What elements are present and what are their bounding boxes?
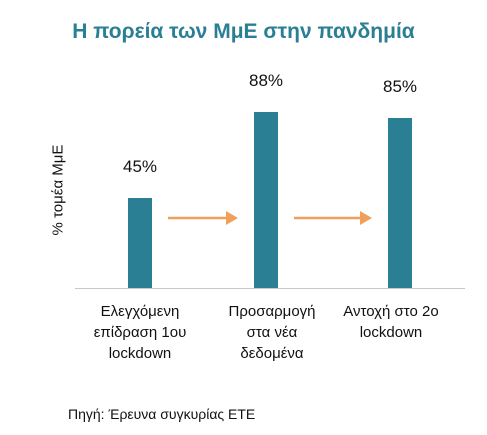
category-label-line: Προσαρμογή [228, 303, 316, 320]
category-label-line: Αντοχή στο 2ο [343, 303, 439, 320]
bar-2 [254, 112, 278, 288]
category-label-line: στα νέα [246, 324, 298, 341]
category-label-line: lockdown [359, 324, 423, 341]
category-label-line: δεδομένα [240, 345, 304, 362]
category-label-2: Προσαρμογή στα νέα δεδομένα [212, 301, 332, 364]
data-label-2: 88% [249, 71, 283, 90]
source-note: Πηγή: Έρευνα συγκυρίας ΕΤΕ [68, 406, 256, 422]
category-label-line: Ελεγχόμενη [100, 303, 180, 320]
bar-3 [388, 118, 412, 288]
arrow-1 [168, 211, 238, 225]
category-label-line: επίδραση 1ου [93, 324, 187, 341]
category-label-line: lockdown [108, 345, 172, 362]
bar-1 [128, 198, 152, 288]
data-label-3: 85% [383, 77, 417, 96]
category-label-1: Ελεγχόμενη επίδραση 1ου lockdown [80, 301, 200, 364]
chart-title: Η πορεία των ΜμΕ στην πανδημία [72, 20, 415, 43]
category-label-3: Αντοχή στο 2ο lockdown [331, 301, 451, 343]
data-label-1: 45% [123, 157, 157, 176]
arrow-2 [294, 211, 372, 225]
